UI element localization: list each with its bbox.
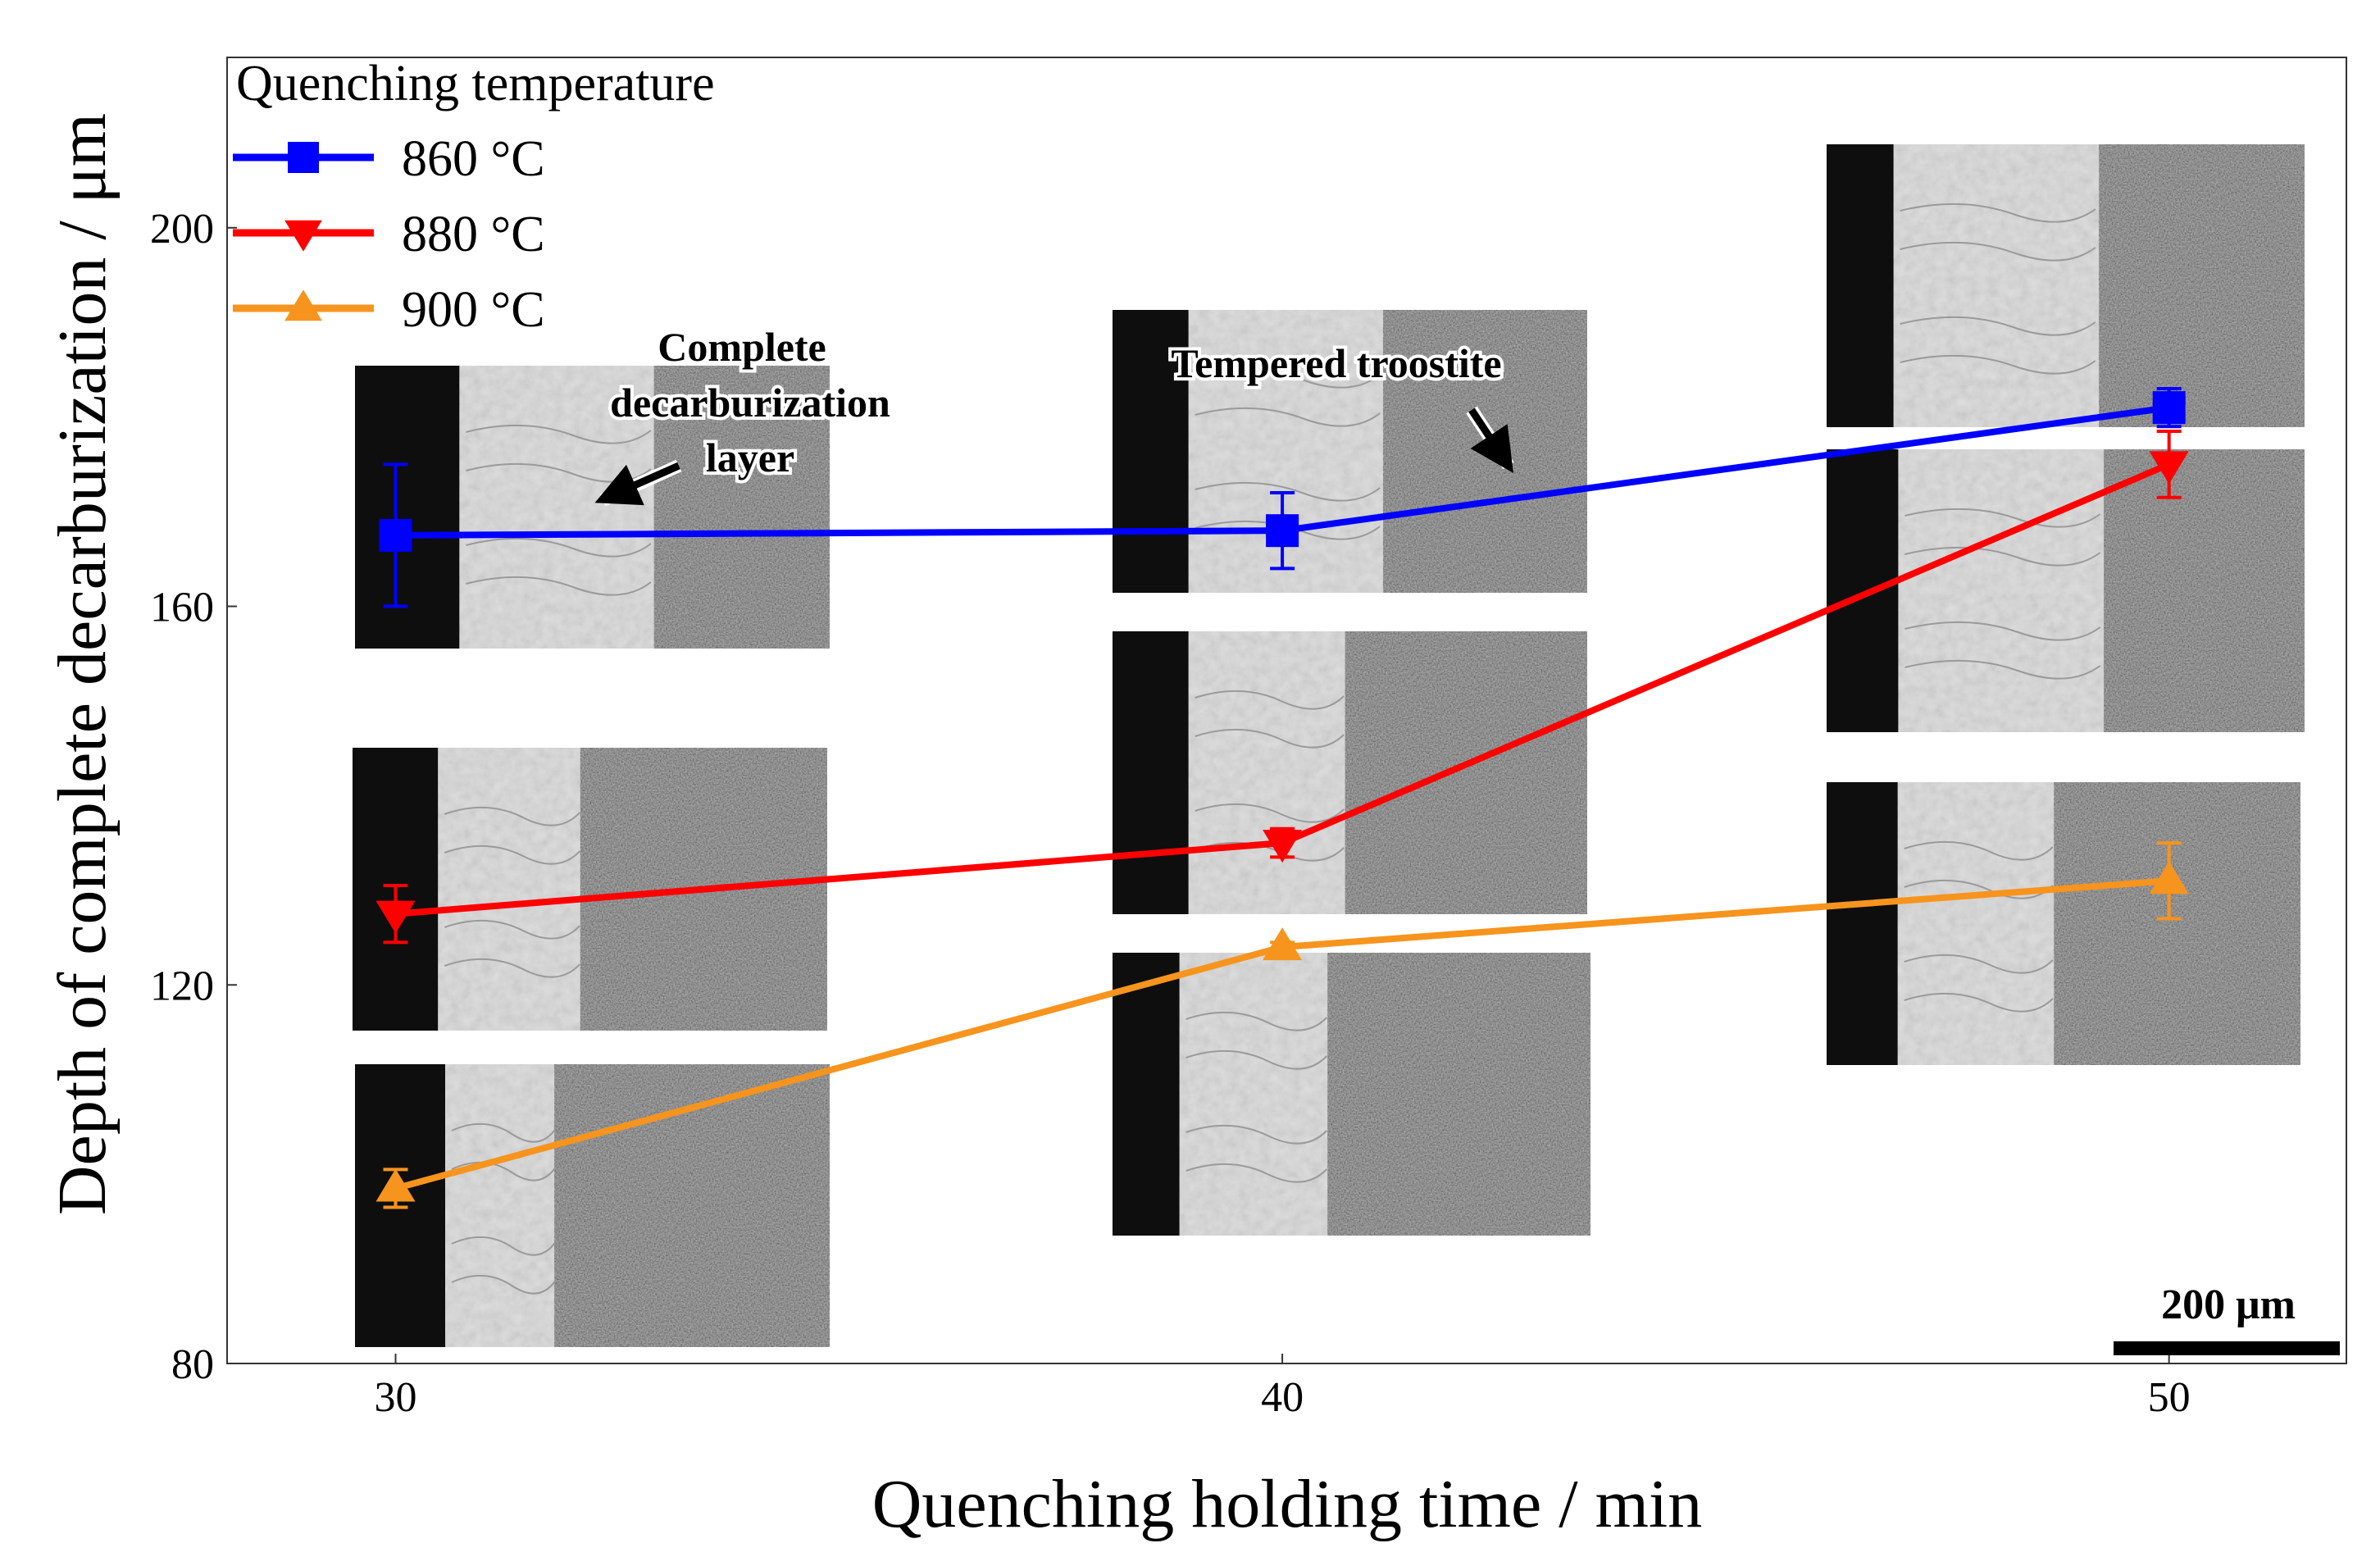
x-tick-label: 50 [2148, 1374, 2191, 1421]
micrograph-inset [1827, 144, 2305, 427]
legend-item: 900 °C [233, 282, 545, 338]
y-tick-label: 200 [150, 206, 214, 253]
series-0 [379, 387, 2186, 608]
y-tick-label: 160 [150, 585, 214, 631]
legend: Quenching temperature 860 °C 880 °C 900 °C [233, 56, 715, 338]
y-axis-label: Depth of complete decarburization / μm [44, 113, 121, 1215]
annotation-decarb-line-2: decarburization [610, 380, 890, 426]
scale-bar: 200 μm [2114, 1281, 2340, 1355]
x-tick-label: 40 [1261, 1374, 1304, 1421]
scale-bar-line [2114, 1341, 2340, 1355]
y-axis: 80 120 160 200 [150, 206, 237, 1388]
data-point [2149, 451, 2189, 485]
annotation-troostite-text: Tempered troostite [1171, 340, 1501, 386]
annotation-decarb: Complete decarburization layer [594, 321, 894, 507]
micrograph-inset [353, 748, 827, 1031]
legend-title: Quenching temperature [236, 56, 715, 112]
x-tick-label: 30 [375, 1374, 417, 1421]
annotation-troostite: Tempered troostite [1167, 337, 1514, 474]
legend-item: 880 °C [233, 207, 545, 262]
data-point [1263, 927, 1303, 961]
data-point [379, 518, 412, 552]
micrograph-inset [355, 1064, 830, 1347]
annotation-decarb-line-3: layer [706, 435, 794, 480]
data-point [2149, 861, 2189, 895]
legend-label: 900 °C [402, 282, 545, 338]
scale-bar-label: 200 μm [2161, 1281, 2296, 1328]
micrograph-inset [1827, 449, 2305, 732]
series-2 [375, 841, 2189, 1209]
micrograph-inset [355, 366, 830, 649]
data-point [375, 900, 416, 934]
x-axis: 30 40 50 [375, 1354, 2191, 1421]
micrograph-inset [1827, 782, 2300, 1065]
data-point [2152, 391, 2186, 425]
x-axis-label: Quenching holding time / min [872, 1466, 1703, 1542]
legend-marker [288, 142, 319, 173]
legend-label: 880 °C [402, 207, 545, 262]
micrograph-inset [1113, 631, 1587, 914]
legend-marker [284, 220, 322, 252]
annotation-decarb-line-1: Complete [658, 324, 826, 370]
annotation-decarb-arrow-stroke [594, 462, 680, 506]
legend-marker [284, 289, 322, 321]
series-layer [375, 387, 2189, 1209]
y-tick-label: 80 [171, 1341, 214, 1388]
plot-frame [226, 57, 2347, 1364]
micrograph-inset [1113, 953, 1590, 1236]
data-point [1266, 514, 1299, 548]
legend-item: 860 °C [233, 131, 545, 187]
legend-label: 860 °C [402, 131, 545, 187]
micrograph-insets [353, 144, 2305, 1347]
data-point [375, 1168, 416, 1202]
series-1 [375, 429, 2189, 945]
y-tick-label: 120 [150, 963, 214, 1009]
data-point [1263, 830, 1303, 863]
annotation-troostite-arrow-stroke [1468, 407, 1513, 474]
